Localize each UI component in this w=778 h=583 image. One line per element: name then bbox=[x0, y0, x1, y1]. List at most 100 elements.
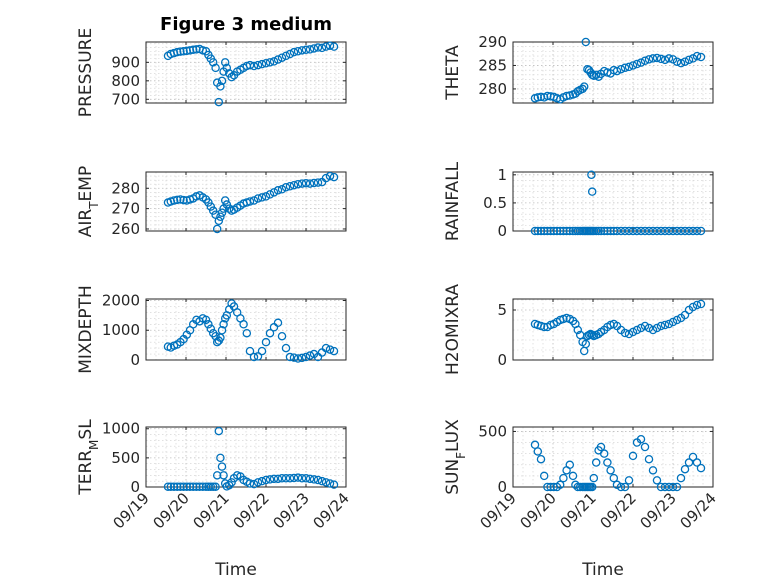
data-point bbox=[664, 319, 674, 329]
data-point bbox=[163, 482, 173, 491]
data-point bbox=[536, 226, 546, 236]
data-point bbox=[309, 178, 319, 188]
data-point bbox=[277, 474, 287, 483]
data-point bbox=[656, 321, 666, 331]
data-point bbox=[680, 464, 690, 474]
data-point bbox=[648, 54, 658, 63]
data-point bbox=[640, 56, 650, 66]
data-point bbox=[684, 226, 694, 236]
data-point bbox=[313, 43, 323, 52]
data-point bbox=[317, 476, 327, 486]
y-axis-label: RAINFALL bbox=[443, 161, 463, 241]
data-point bbox=[261, 337, 271, 347]
data-point bbox=[214, 216, 224, 226]
data-point bbox=[273, 55, 283, 64]
data-point bbox=[546, 482, 555, 492]
data-point bbox=[321, 173, 331, 183]
y-tick-label: 0 bbox=[130, 351, 140, 369]
y-tick-label: 290 bbox=[478, 33, 507, 51]
y-tick-label: 0 bbox=[497, 351, 507, 369]
data-point bbox=[660, 55, 670, 65]
data-point bbox=[261, 475, 271, 485]
data-point bbox=[242, 328, 252, 338]
data-point bbox=[277, 331, 287, 341]
data-point bbox=[636, 58, 646, 67]
data-point bbox=[640, 442, 650, 452]
data-point bbox=[692, 226, 702, 236]
data-point bbox=[195, 482, 204, 491]
data-point bbox=[297, 474, 307, 483]
axes-box bbox=[145, 426, 347, 488]
data-point bbox=[644, 55, 654, 64]
x-tick-label: 09/20 bbox=[517, 489, 560, 532]
data-point bbox=[182, 482, 192, 491]
data-point bbox=[269, 188, 279, 197]
data-point bbox=[239, 320, 248, 329]
data-point bbox=[616, 482, 626, 492]
data-point bbox=[676, 226, 686, 236]
data-point bbox=[587, 330, 597, 340]
data-point bbox=[329, 346, 339, 356]
data-point bbox=[640, 226, 650, 236]
data-point bbox=[277, 185, 287, 194]
data-point bbox=[533, 226, 543, 236]
y-tick-label: 1 bbox=[497, 166, 507, 184]
x-tick-label: 09/22 bbox=[597, 489, 640, 532]
data-point bbox=[546, 226, 555, 236]
data-point bbox=[559, 226, 568, 236]
data-point bbox=[273, 474, 283, 484]
data-point bbox=[664, 226, 674, 236]
data-point bbox=[249, 196, 259, 205]
data-point bbox=[192, 45, 201, 54]
data-point bbox=[188, 482, 198, 491]
data-point bbox=[253, 352, 263, 361]
data-point bbox=[265, 475, 275, 484]
data-point bbox=[668, 482, 678, 492]
data-point bbox=[192, 482, 201, 491]
y-tick-label: 900 bbox=[111, 53, 140, 71]
data-point bbox=[616, 226, 626, 236]
data-point bbox=[198, 482, 208, 491]
data-point bbox=[220, 58, 230, 67]
data-point bbox=[293, 354, 303, 363]
y-tick-label: 500 bbox=[111, 449, 140, 467]
data-point bbox=[624, 226, 634, 236]
data-point bbox=[644, 323, 654, 333]
data-point bbox=[214, 426, 224, 436]
data-point bbox=[652, 476, 662, 485]
y-axis-label: H2OMIXRA bbox=[443, 284, 463, 375]
data-point bbox=[245, 197, 255, 206]
data-point bbox=[648, 325, 658, 335]
data-point bbox=[672, 315, 682, 325]
data-point bbox=[253, 478, 263, 487]
data-point bbox=[644, 454, 654, 464]
data-point bbox=[293, 46, 303, 56]
data-point bbox=[573, 226, 583, 236]
data-point bbox=[216, 82, 225, 91]
data-point bbox=[696, 226, 706, 236]
data-point bbox=[169, 482, 179, 491]
data-point bbox=[211, 63, 220, 73]
y-tick-label: 280 bbox=[111, 179, 140, 197]
data-point bbox=[656, 482, 666, 492]
data-point bbox=[680, 57, 690, 66]
data-point bbox=[227, 72, 236, 82]
plot-area bbox=[513, 427, 713, 487]
data-point bbox=[599, 449, 609, 458]
data-point bbox=[281, 51, 291, 61]
data-point bbox=[289, 47, 299, 57]
data-point bbox=[612, 226, 622, 236]
data-point bbox=[636, 434, 646, 444]
data-point bbox=[309, 475, 319, 484]
x-tick-label: 09/23 bbox=[637, 489, 680, 532]
data-point bbox=[579, 82, 589, 91]
y-tick-label: 800 bbox=[111, 72, 140, 90]
data-point bbox=[680, 226, 690, 236]
data-point bbox=[217, 325, 227, 335]
data-point bbox=[249, 352, 259, 362]
data-point bbox=[624, 476, 634, 485]
data-point bbox=[273, 186, 283, 195]
data-point bbox=[285, 474, 295, 483]
data-point bbox=[201, 315, 211, 325]
